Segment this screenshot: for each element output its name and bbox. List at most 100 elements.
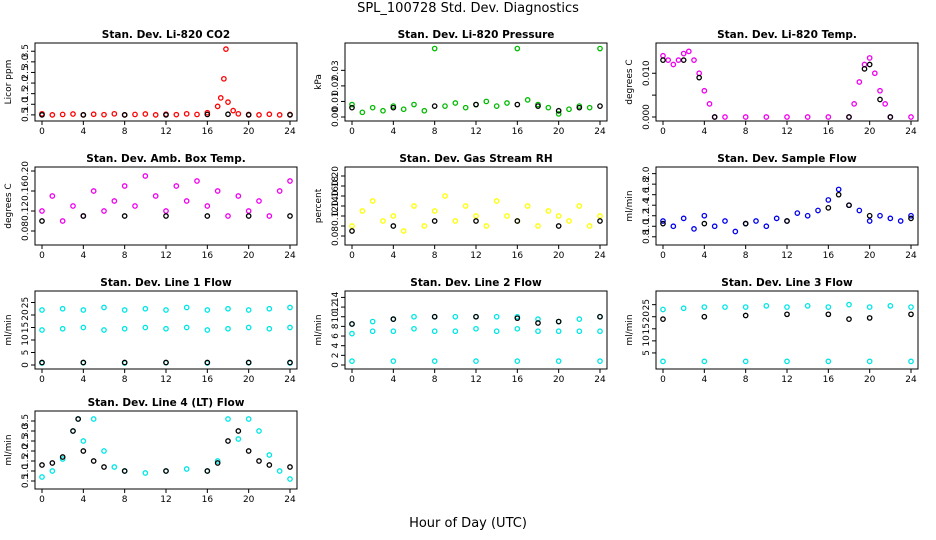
panel-7: Stan. Dev. Line 1 Flow ml/min 0 4 8 12 16 20 24 0… — [4, 277, 298, 385]
mean-point — [163, 359, 169, 366]
data-point — [390, 328, 397, 335]
mean-point — [473, 218, 479, 224]
data-point — [142, 324, 149, 331]
y-tick-label: 1.8 — [642, 177, 652, 192]
mean-point — [535, 320, 541, 326]
y-tick-label: 0.03 — [331, 60, 341, 80]
data-point — [462, 104, 469, 111]
data-point — [359, 109, 366, 116]
data-point — [742, 304, 749, 310]
x-tick-label: 20 — [864, 375, 876, 385]
data-point — [400, 228, 407, 234]
data-point — [101, 448, 107, 454]
data-point — [235, 436, 242, 442]
data-point — [121, 325, 128, 332]
y-tick-label: 0.16 — [331, 186, 341, 206]
data-point — [142, 470, 149, 476]
data-point — [369, 198, 376, 204]
x-tick-label: 4 — [701, 127, 707, 137]
x-tick-label: 12 — [470, 127, 481, 137]
data-point — [442, 103, 448, 109]
mean-point — [245, 359, 252, 366]
data-series-group — [39, 173, 293, 224]
data-point — [59, 325, 66, 332]
data-point — [722, 218, 728, 224]
data-series-group — [349, 193, 603, 234]
x-tick-label: 0 — [39, 375, 45, 385]
hourly-mean-group — [349, 313, 603, 327]
data-point — [194, 178, 200, 184]
mean-point — [287, 112, 293, 118]
data-point — [142, 173, 149, 179]
y-tick-label: 2 — [331, 352, 341, 358]
mean-point — [121, 213, 128, 219]
data-point — [80, 307, 87, 313]
x-tick-label: 16 — [823, 375, 835, 385]
data-point — [421, 223, 428, 229]
data-point — [597, 213, 603, 219]
data-point — [504, 213, 510, 219]
data-point — [701, 212, 708, 219]
mean-point — [121, 112, 128, 118]
mean-point — [225, 438, 231, 444]
data-point — [245, 208, 252, 214]
x-tick-label: 8 — [432, 375, 438, 385]
data-point — [473, 325, 479, 332]
y-axis-label: percent — [314, 188, 324, 223]
y-tick-label: 0 — [21, 362, 31, 368]
data-point — [245, 324, 252, 331]
data-point — [217, 95, 224, 101]
data-point — [660, 306, 666, 313]
data-point — [431, 208, 438, 214]
data-point — [794, 210, 801, 216]
mean-point — [287, 464, 293, 470]
data-point — [349, 330, 355, 337]
x-tick-label: 24 — [905, 375, 917, 385]
panel-title: Stan. Dev. Li-820 CO2 — [102, 29, 230, 41]
mean-point — [59, 454, 66, 460]
y-tick-label: 0.08 — [21, 221, 31, 241]
panel-4: Stan. Dev. Amb. Box Temp. degrees C 0 4 8 12 1… — [4, 153, 298, 261]
x-tick-label: 20 — [553, 127, 565, 137]
y-tick-label: 25 — [642, 299, 652, 310]
data-point — [882, 101, 889, 107]
y-axis-label: ml/min — [314, 314, 324, 345]
data-point — [877, 212, 883, 219]
y-tick-label: 0.12 — [21, 201, 31, 221]
data-point — [473, 358, 479, 364]
data-point — [121, 307, 128, 313]
x-axis-title: Hour of Day (UTC) — [409, 516, 527, 531]
y-tick-label: 14 — [331, 291, 341, 303]
x-tick-label: 0 — [349, 375, 355, 385]
plot-frame — [34, 166, 298, 246]
data-point — [235, 193, 242, 199]
data-point — [49, 193, 56, 199]
data-series-group — [660, 48, 914, 120]
data-point — [194, 111, 200, 118]
mean-point — [204, 213, 211, 219]
data-point — [421, 107, 428, 114]
mean-point — [701, 313, 708, 320]
y-tick-label: 0.8 — [642, 229, 652, 244]
mean-point — [473, 101, 479, 108]
data-point — [70, 203, 76, 209]
mean-point — [784, 218, 790, 224]
data-point — [152, 193, 159, 199]
data-point — [753, 218, 759, 224]
panel-10: Stan. Dev. Line 4 (LT) Flow ml/min 0 4 8 12 16… — [4, 397, 298, 505]
x-tick-label: 16 — [202, 495, 214, 505]
mean-point — [555, 223, 562, 229]
data-point — [866, 55, 873, 61]
data-point — [473, 213, 479, 219]
data-point — [80, 438, 87, 444]
panel-3: Stan. Dev. Li-820 Temp. degrees C 0 4 8 12 16 2… — [625, 29, 919, 137]
data-point — [266, 325, 273, 332]
x-tick-label: 8 — [432, 127, 438, 137]
data-point — [804, 303, 811, 309]
data-point — [670, 61, 677, 68]
y-tick-label: 15 — [642, 323, 652, 334]
data-point — [483, 223, 490, 229]
data-point — [784, 358, 790, 365]
x-tick-label: 12 — [470, 375, 481, 385]
